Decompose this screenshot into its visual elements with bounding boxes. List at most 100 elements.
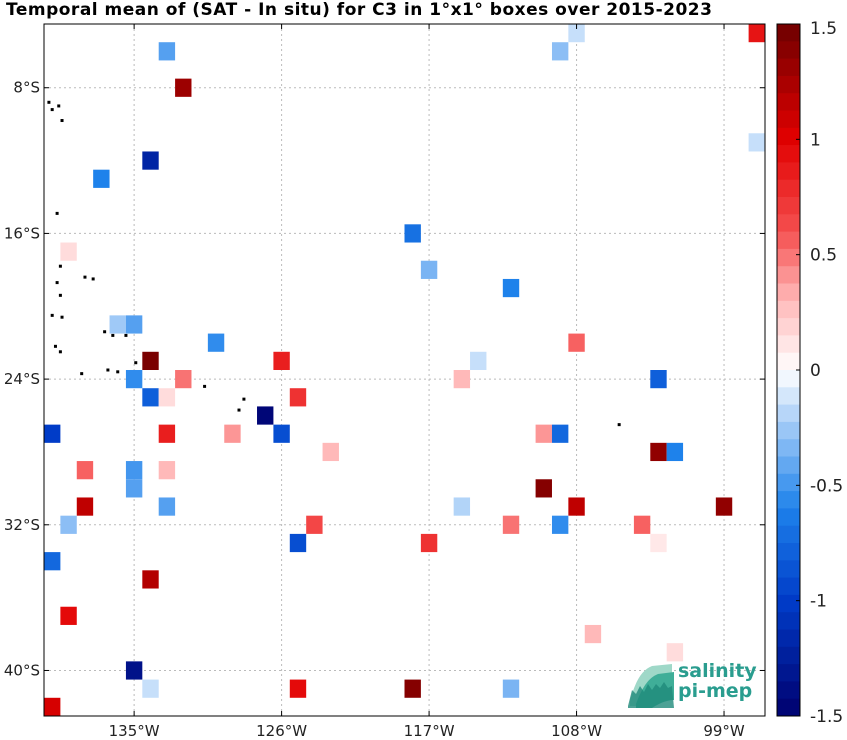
data-cell-48: [551, 424, 569, 443]
colorbar-segment-0: [777, 24, 800, 42]
data-cell-29: [289, 533, 307, 553]
wave-logo-icon: [628, 664, 674, 708]
data-cell-35: [289, 679, 307, 698]
data-cell-46: [502, 679, 520, 698]
colorbar-segment-28: [777, 508, 800, 527]
colorbar-ticks: 1.5 1 0.5 0 -0.5 -1 -1.5: [796, 19, 843, 727]
data-cell-45: [502, 515, 520, 534]
colorbar-segment-20: [777, 370, 800, 388]
data-cell-12: [142, 388, 159, 407]
x-tick-label-2: 117°W: [404, 722, 455, 740]
data-cell-0: [158, 42, 176, 61]
island-7: [91, 277, 95, 281]
data-cell-55: [584, 624, 602, 644]
data-cell-3: [93, 169, 110, 188]
colorbar-segment-36: [777, 646, 800, 665]
y-axis-ticks: 8°S 16°S 24°S 32°S 40°S: [4, 79, 765, 679]
colorbar-segment-30: [777, 543, 800, 561]
colorbar-segment-24: [777, 439, 800, 457]
colorbar-segment-13: [777, 248, 800, 267]
y-tick-label-3: 32°S: [4, 516, 40, 534]
island-11: [60, 315, 64, 319]
colorbar-segment-18: [777, 335, 800, 354]
colorbar-segment-4: [777, 93, 800, 111]
island-6: [83, 275, 87, 279]
data-cell-8: [142, 351, 159, 370]
data-cell-52: [568, 24, 585, 43]
island-15: [53, 344, 57, 348]
colorbar-segment-19: [777, 352, 800, 371]
island-2: [57, 104, 61, 108]
colorbar-segment-25: [777, 456, 800, 475]
colorbar-tick-label-6: -1.5: [810, 707, 843, 727]
data-cell-27: [60, 515, 77, 534]
data-cell-16: [44, 424, 61, 443]
data-cell-50: [551, 515, 569, 534]
colorbar-segment-16: [777, 300, 800, 319]
colorbar-segment-1: [777, 41, 800, 60]
island-3: [60, 119, 64, 123]
data-cell-59: [650, 533, 667, 553]
colorbar-segment-37: [777, 664, 800, 682]
x-axis-ticks: 135°W 126°W 117°W 108°W 99°W: [109, 24, 745, 740]
data-cell-64: [748, 133, 765, 152]
colorbar-tick-label-0: 1.5: [810, 19, 837, 39]
data-cell-37: [404, 224, 421, 243]
data-cell-41: [470, 351, 487, 370]
data-cell-21: [76, 461, 94, 480]
colorbar-segment-10: [777, 197, 800, 215]
colorbar-segment-38: [777, 681, 800, 700]
island-19: [116, 370, 120, 374]
data-cell-10: [125, 370, 143, 389]
data-cell-34: [142, 679, 159, 698]
data-cell-25: [76, 497, 94, 516]
colorbar-segment-22: [777, 404, 800, 423]
data-cell-23: [158, 461, 176, 480]
x-tick-label-1: 126°W: [256, 722, 307, 740]
colorbar-segment-32: [777, 577, 800, 596]
data-cell-39: [420, 533, 438, 553]
island-17: [80, 372, 84, 376]
data-cell-19: [273, 424, 290, 443]
colorbar-segment-6: [777, 127, 800, 146]
data-cell-58: [650, 442, 667, 462]
data-cell-43: [453, 497, 471, 516]
data-cell-33: [125, 661, 143, 680]
island-21: [203, 384, 207, 388]
colorbar-segment-12: [777, 231, 800, 250]
island-4: [55, 211, 59, 215]
data-cell-63: [748, 24, 765, 43]
island-5: [58, 264, 62, 268]
data-cell-51: [551, 42, 569, 61]
data-cell-6: [125, 315, 143, 334]
data-cell-57: [650, 370, 667, 389]
island-10: [50, 313, 54, 317]
colorbar-tick-label-1: 1: [810, 130, 821, 150]
data-cell-54: [568, 497, 585, 516]
y-tick-label-1: 16°S: [4, 224, 40, 242]
colorbar-segment-15: [777, 283, 800, 302]
data-cell-28: [306, 515, 323, 534]
colorbar-segment-14: [777, 266, 800, 284]
colorbar-segment-26: [777, 473, 800, 492]
colorbar-segment-2: [777, 58, 800, 77]
colorbar-segment-8: [777, 162, 800, 181]
data-cell-4: [60, 242, 77, 261]
data-cell-44: [502, 278, 520, 298]
data-cell-2: [142, 151, 159, 170]
island-12: [103, 330, 107, 334]
data-cell-1: [175, 78, 192, 97]
colorbar-segment-34: [777, 612, 800, 630]
data-cell-22: [125, 461, 143, 480]
island-20: [134, 361, 138, 365]
data-cell-15: [257, 406, 274, 425]
island-18: [106, 368, 110, 372]
data-cell-5: [109, 315, 126, 334]
island-14: [124, 333, 128, 337]
map-frame: [43, 23, 766, 717]
data-cell-61: [666, 643, 684, 662]
salinity-pimep-logo: salinity pi-mep: [626, 660, 766, 708]
data-cells: [44, 24, 765, 716]
island-9: [58, 293, 62, 297]
colorbar-segment-9: [777, 179, 800, 198]
